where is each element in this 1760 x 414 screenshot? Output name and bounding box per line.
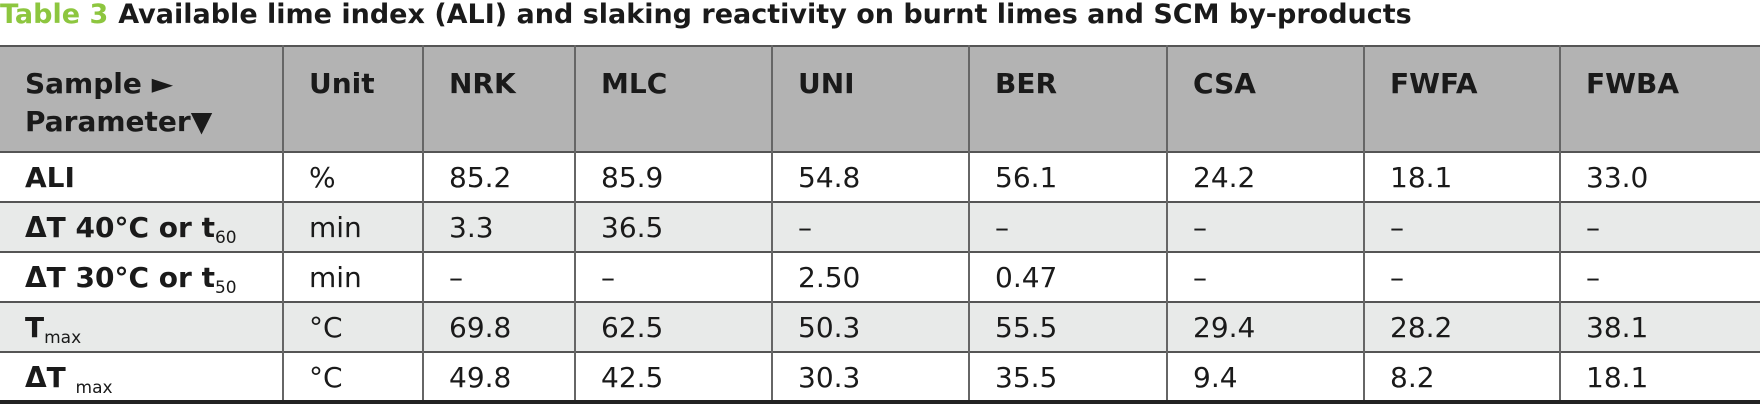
cell: 29.4 [1166, 302, 1364, 352]
row-label: ALI [0, 152, 283, 202]
row-label: ΔT 40°C or t60 [0, 202, 283, 252]
header-cell: NRK [422, 46, 575, 152]
label-subscript: max [75, 378, 113, 398]
cell: °C [282, 302, 423, 352]
cell: 36.5 [574, 202, 772, 252]
header-cell: FWBA [1559, 46, 1760, 152]
cell: – [1559, 252, 1760, 302]
cell: min [282, 252, 423, 302]
header-row: Sample ► Parameter▼ Unit NRK MLC UNI BER CSA FWF… [0, 46, 1760, 152]
header-cell: Sample ► Parameter▼ [0, 46, 283, 152]
cell: – [1559, 202, 1760, 252]
cell: 24.2 [1166, 152, 1364, 202]
label-text: ALI [25, 161, 75, 194]
cell: – [1363, 202, 1560, 252]
cell: 18.1 [1363, 152, 1560, 202]
label-text: ΔT 30°C or t [25, 261, 215, 294]
header-cell: CSA [1166, 46, 1364, 152]
header-cell: UNI [771, 46, 969, 152]
label-text: ΔT [25, 361, 76, 394]
cell: 56.1 [968, 152, 1167, 202]
row-label: Tmax [0, 302, 283, 352]
table-body: ALI% 85.2 85.9 54.8 56.1 24.2 18.1 33.0 ΔT 40°C … [0, 152, 1760, 402]
cell: 42.5 [574, 352, 772, 402]
cell: 54.8 [771, 152, 969, 202]
cell: – [422, 252, 575, 302]
cell: – [1166, 252, 1364, 302]
caption-text: Available lime index (ALI) and slaking r… [118, 0, 1412, 30]
table-row: ALI% 85.2 85.9 54.8 56.1 24.2 18.1 33.0 [0, 152, 1760, 202]
cell: 69.8 [422, 302, 575, 352]
cell: – [574, 252, 772, 302]
cell: 85.9 [574, 152, 772, 202]
cell: 30.3 [771, 352, 969, 402]
cell: – [1363, 252, 1560, 302]
cell: 18.1 [1559, 352, 1760, 402]
header-cell: Unit [282, 46, 423, 152]
table-caption: Table 3 Available lime index (ALI) and sl… [0, 0, 1760, 45]
table-row: Tmax °C 69.8 62.5 50.3 55.5 29.4 28.2 38.1 [0, 302, 1760, 352]
label-text: T [25, 311, 45, 344]
cell: 8.2 [1363, 352, 1560, 402]
label-subscript: max [44, 328, 82, 348]
cell: 62.5 [574, 302, 772, 352]
table-row: ΔT max °C 49.8 42.5 30.3 35.5 9.4 8.2 18.1 [0, 352, 1760, 402]
header-line: Sample ► [25, 67, 174, 100]
cell: min [282, 202, 423, 252]
cell: 28.2 [1363, 302, 1560, 352]
cell: 0.47 [968, 252, 1167, 302]
cell: 9.4 [1166, 352, 1364, 402]
label-text: ΔT 40°C or t [25, 211, 215, 244]
header-cell: MLC [574, 46, 772, 152]
cell: 38.1 [1559, 302, 1760, 352]
label-subscript: 60 [214, 228, 237, 248]
cell: 35.5 [968, 352, 1167, 402]
cell: 33.0 [1559, 152, 1760, 202]
header-cell: BER [968, 46, 1167, 152]
row-label: ΔT 30°C or t50 [0, 252, 283, 302]
cell: 3.3 [422, 202, 575, 252]
cell: 49.8 [422, 352, 575, 402]
cell: °C [282, 352, 423, 402]
table-row: ΔT 40°C or t60 min 3.3 36.5– – – – – [0, 202, 1760, 252]
cell: 2.50 [771, 252, 969, 302]
cell: 50.3 [771, 302, 969, 352]
cell: – [968, 202, 1167, 252]
data-table: Sample ► Parameter▼ Unit NRK MLC UNI BER CSA FWF… [0, 45, 1760, 404]
cell: – [771, 202, 969, 252]
header-cell: FWFA [1363, 46, 1560, 152]
table-row: ΔT 30°C or t50 min – –2.50 0.47– – – [0, 252, 1760, 302]
label-subscript: 50 [214, 278, 237, 298]
cell: – [1166, 202, 1364, 252]
row-label: ΔT max [0, 352, 283, 402]
cell: 85.2 [422, 152, 575, 202]
header-line: Parameter▼ [25, 105, 213, 138]
caption-label: Table 3 [0, 0, 109, 30]
cell: % [282, 152, 423, 202]
cell: 55.5 [968, 302, 1167, 352]
